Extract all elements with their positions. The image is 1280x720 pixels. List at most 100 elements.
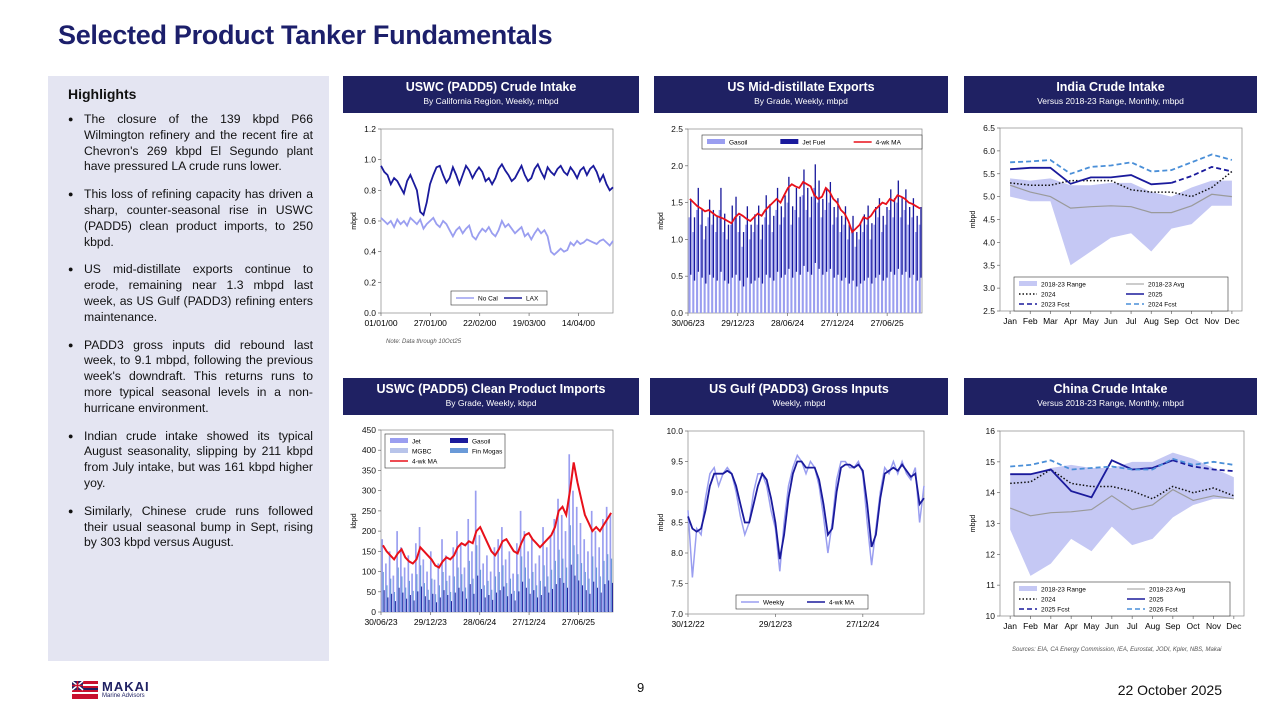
legend-swatch <box>390 448 408 453</box>
bar-gasoil <box>443 590 445 612</box>
bar-jet <box>727 224 730 284</box>
bar-gasoil <box>537 597 539 612</box>
bar-gasoil <box>432 593 434 612</box>
bar-jet <box>497 539 499 612</box>
legend-label: Jet <box>412 439 421 446</box>
bar-jet <box>534 563 537 612</box>
bar-jet <box>456 531 458 612</box>
bar-gasoil <box>436 602 438 612</box>
bar-gasoil <box>540 595 542 612</box>
chart-panel-india-crude: India Crude Intake Versus 2018-23 Range, … <box>964 76 1257 383</box>
bar-jet <box>765 195 767 275</box>
bar-gasoil <box>718 209 721 313</box>
bar-jet <box>493 547 496 612</box>
legend-label: 4-wk MA <box>876 140 902 147</box>
bar-gasoil <box>600 592 602 612</box>
y-tick-label: 6.0 <box>983 146 995 156</box>
chart-subtitle: By Grade, Weekly, mbpd <box>754 96 848 106</box>
legend-label: MGBC <box>412 449 432 456</box>
bar-gasoil <box>790 224 793 313</box>
y-tick-label: 0.0 <box>671 308 683 318</box>
bar-jet <box>758 205 760 278</box>
bar-gasoil <box>877 217 880 313</box>
bar-jet <box>560 514 563 612</box>
bar-gasoil <box>797 217 801 313</box>
bar-finmogas <box>382 571 384 612</box>
bar-jet <box>852 215 854 281</box>
y-tick-label: 14 <box>986 488 996 498</box>
chart-title: USWC (PADD5) Clean Product Imports <box>376 382 606 396</box>
bar-gasoil <box>775 209 778 313</box>
y-tick-label: 2.5 <box>671 124 683 134</box>
report-date: 22 October 2025 <box>1117 682 1222 698</box>
legend-box <box>1013 276 1229 312</box>
bar-gasoil <box>529 593 531 612</box>
bar-finmogas <box>498 571 500 612</box>
bar-finmogas <box>483 585 485 612</box>
x-tick-label: 14/04/00 <box>562 318 595 328</box>
legend-label: 4-wk MA <box>829 600 855 607</box>
bar-gasoil <box>737 232 740 313</box>
bar-gasoil <box>593 581 595 612</box>
legend-swatch <box>390 438 408 443</box>
bar-gasoil <box>884 224 887 313</box>
x-tick-label: 30/12/22 <box>671 619 704 629</box>
bar-jet <box>411 573 413 612</box>
bar-jet <box>478 535 481 612</box>
bar-jet <box>867 205 869 278</box>
x-tick-label: Oct <box>1185 316 1199 326</box>
bar-jet <box>848 224 850 284</box>
y-tick-label: 16 <box>986 426 996 436</box>
y-tick-label: 200 <box>362 526 376 536</box>
chart-title: US Mid-distillate Exports <box>727 80 875 94</box>
y-tick-label: 0.5 <box>671 271 683 281</box>
bar-finmogas <box>610 558 613 612</box>
x-tick-label: Jan <box>1003 316 1017 326</box>
bar-gasoil <box>522 581 524 612</box>
x-tick-label: 27/06/25 <box>562 617 595 627</box>
bar-gasoil <box>696 209 699 313</box>
bar-gasoil <box>858 239 861 313</box>
y-tick-label: 2.0 <box>671 161 683 171</box>
bar-gasoil <box>608 580 610 612</box>
bar-jet <box>400 547 402 612</box>
y-axis-label: kbpd <box>351 513 358 528</box>
y-tick-label: 9.0 <box>671 487 683 497</box>
bar-jet <box>716 215 718 281</box>
bar-finmogas <box>551 569 553 612</box>
series-line <box>1010 468 1235 500</box>
range-band <box>1010 452 1234 576</box>
bar-jet <box>788 176 790 269</box>
bar-finmogas <box>446 580 448 612</box>
bar-jet <box>452 547 455 612</box>
bar-gasoil <box>391 593 393 612</box>
page-title: Selected Product Tanker Fundamentals <box>58 20 553 50</box>
brand-name: MAKAI <box>102 679 150 694</box>
highlight-item: The closure of the 139 kbpd P66 Wilmingt… <box>68 112 313 175</box>
x-tick-label: Apr <box>1065 621 1078 631</box>
x-tick-label: 28/06/24 <box>771 318 804 328</box>
x-tick-label: Mar <box>1043 316 1058 326</box>
bar-gasoil <box>570 564 572 612</box>
bar-jet <box>724 213 726 281</box>
bar-gasoil <box>514 600 516 612</box>
bar-jet <box>908 207 911 278</box>
bar-gasoil <box>869 239 872 313</box>
bar-jet <box>746 206 749 278</box>
bar-jet <box>587 551 589 612</box>
bar-jet <box>693 217 696 281</box>
bar-jet <box>414 543 417 612</box>
bar-finmogas <box>562 558 564 612</box>
bar-jet <box>803 169 805 266</box>
x-tick-label: Aug <box>1144 316 1159 326</box>
bar-gasoil <box>552 588 554 612</box>
bar-jet <box>769 204 771 278</box>
bar-gasoil <box>873 224 876 313</box>
bar-gasoil <box>451 601 452 612</box>
x-tick-label: Dec <box>1226 621 1242 631</box>
legend-box <box>450 290 548 306</box>
series-line-lax <box>380 162 614 217</box>
bar-gasoil <box>398 587 400 612</box>
series-line <box>1010 459 1174 499</box>
chart-panel-uswc-imports: USWC (PADD5) Clean Product Imports By Gra… <box>343 378 639 685</box>
